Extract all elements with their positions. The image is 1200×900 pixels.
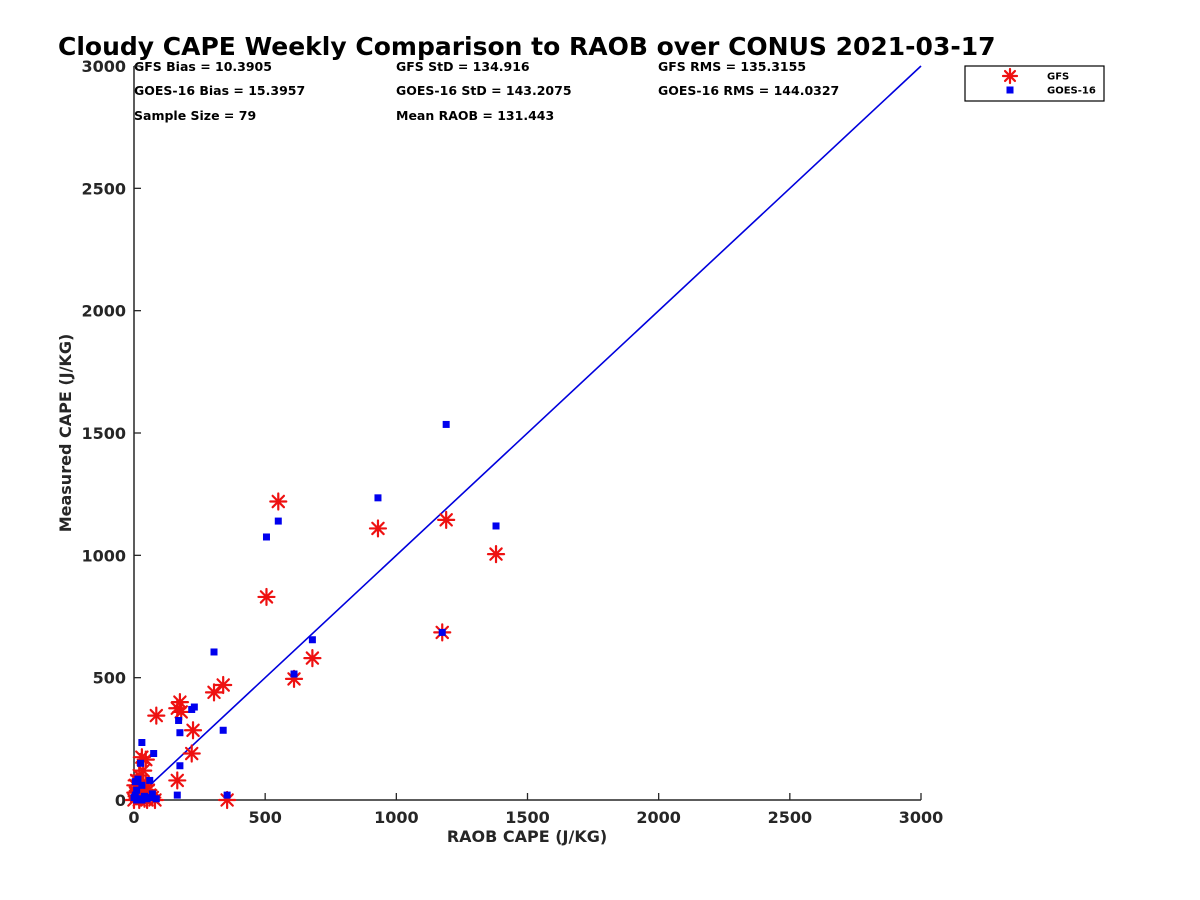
x-tick-label: 2500 [768,808,813,827]
gfs-series [124,492,506,810]
y-tick-label: 1000 [81,546,126,565]
y-axis-label: Measured CAPE (J/KG) [56,334,75,533]
goes16-point [137,759,145,767]
stat-annotation: Mean RAOB = 131.443 [396,108,554,123]
gfs-point [182,744,201,763]
stat-annotation: GOES-16 Bias = 15.3957 [134,83,305,98]
stat-annotation: GOES-16 RMS = 144.0327 [658,83,839,98]
goes16-point [210,648,218,656]
y-axis-ticks: 0 500 1000 1500 2000 2500 3000 [81,57,141,810]
goes16-point [175,716,183,724]
y-tick-label: 500 [93,669,126,688]
x-tick-label: 0 [128,808,139,827]
goes16-point [438,628,446,636]
data-series [124,420,506,810]
goes16-point [290,670,298,678]
goes16-point [152,795,160,803]
goes16-point [133,786,141,794]
goes16-point [219,726,227,734]
gfs-point [437,510,456,529]
gfs-point [257,587,276,607]
y-tick-label: 1500 [81,424,126,443]
goes16-point [173,791,181,799]
stat-annotation: GFS Bias = 10.3905 [134,59,272,74]
goes16-point [138,781,146,789]
legend-label: GFS [1047,72,1069,83]
legend: GFS GOES-16 [964,65,1105,102]
stat-annotation: Sample Size = 79 [134,108,256,123]
goes16-point [176,762,184,770]
legend-box [964,65,1105,102]
goes16-point [176,729,184,737]
gfs-point [269,492,288,511]
one-to-one-line [133,65,922,801]
gfs-point [303,648,322,668]
chart-title: Cloudy CAPE Weekly Comparison to RAOB ov… [58,32,996,61]
gfs-point [147,706,166,725]
gfs-point [204,683,224,702]
gfs-point [284,669,304,688]
goes16-point [374,494,382,502]
goes16-point [308,636,316,644]
x-tick-label: 1500 [505,808,550,827]
goes16-point [148,790,156,798]
x-axis-ticks: 0 500 1000 1500 2000 2500 3000 [128,793,943,827]
goes16-point [442,420,450,428]
goes16-point [223,791,231,799]
goes16-point [274,517,282,525]
goes16-point [138,796,146,804]
gfs-point [214,675,233,695]
goes16-point [146,776,154,784]
gfs-point [368,519,388,538]
stat-annotation: GOES-16 StD = 143.2075 [396,83,572,98]
stat-annotation: GFS RMS = 135.3155 [658,59,806,74]
y-tick-label: 3000 [81,57,126,76]
x-tick-label: 1000 [374,808,419,827]
x-tick-label: 2000 [636,808,681,827]
legend-label: GOES-16 [1047,86,1096,97]
goes16-point [143,795,151,803]
goes16-point [492,522,500,530]
goes16-point [130,794,138,802]
y-tick-label: 2500 [81,179,126,198]
gfs-point [168,771,187,790]
y-tick-label: 0 [115,791,126,810]
stat-annotation: GFS StD = 134.916 [396,59,530,74]
goes16-point [188,705,196,713]
x-axis-label: RAOB CAPE (J/KG) [447,827,607,846]
x-tick-label: 3000 [899,808,944,827]
gfs-point [486,545,506,564]
goes16-point [262,533,270,541]
goes16-point [131,778,139,786]
legend-gfs-marker [1001,67,1019,85]
x-tick-label: 500 [248,808,281,827]
gfs-point [183,721,203,740]
legend-goes16-marker [1006,86,1014,94]
stats-annotations: GFS Bias = 10.3905 GFS StD = 134.916 GFS R… [134,59,839,123]
goes16-series [130,420,500,804]
goes16-point [150,750,158,758]
goes16-point [138,739,146,747]
y-tick-label: 2000 [81,302,126,321]
